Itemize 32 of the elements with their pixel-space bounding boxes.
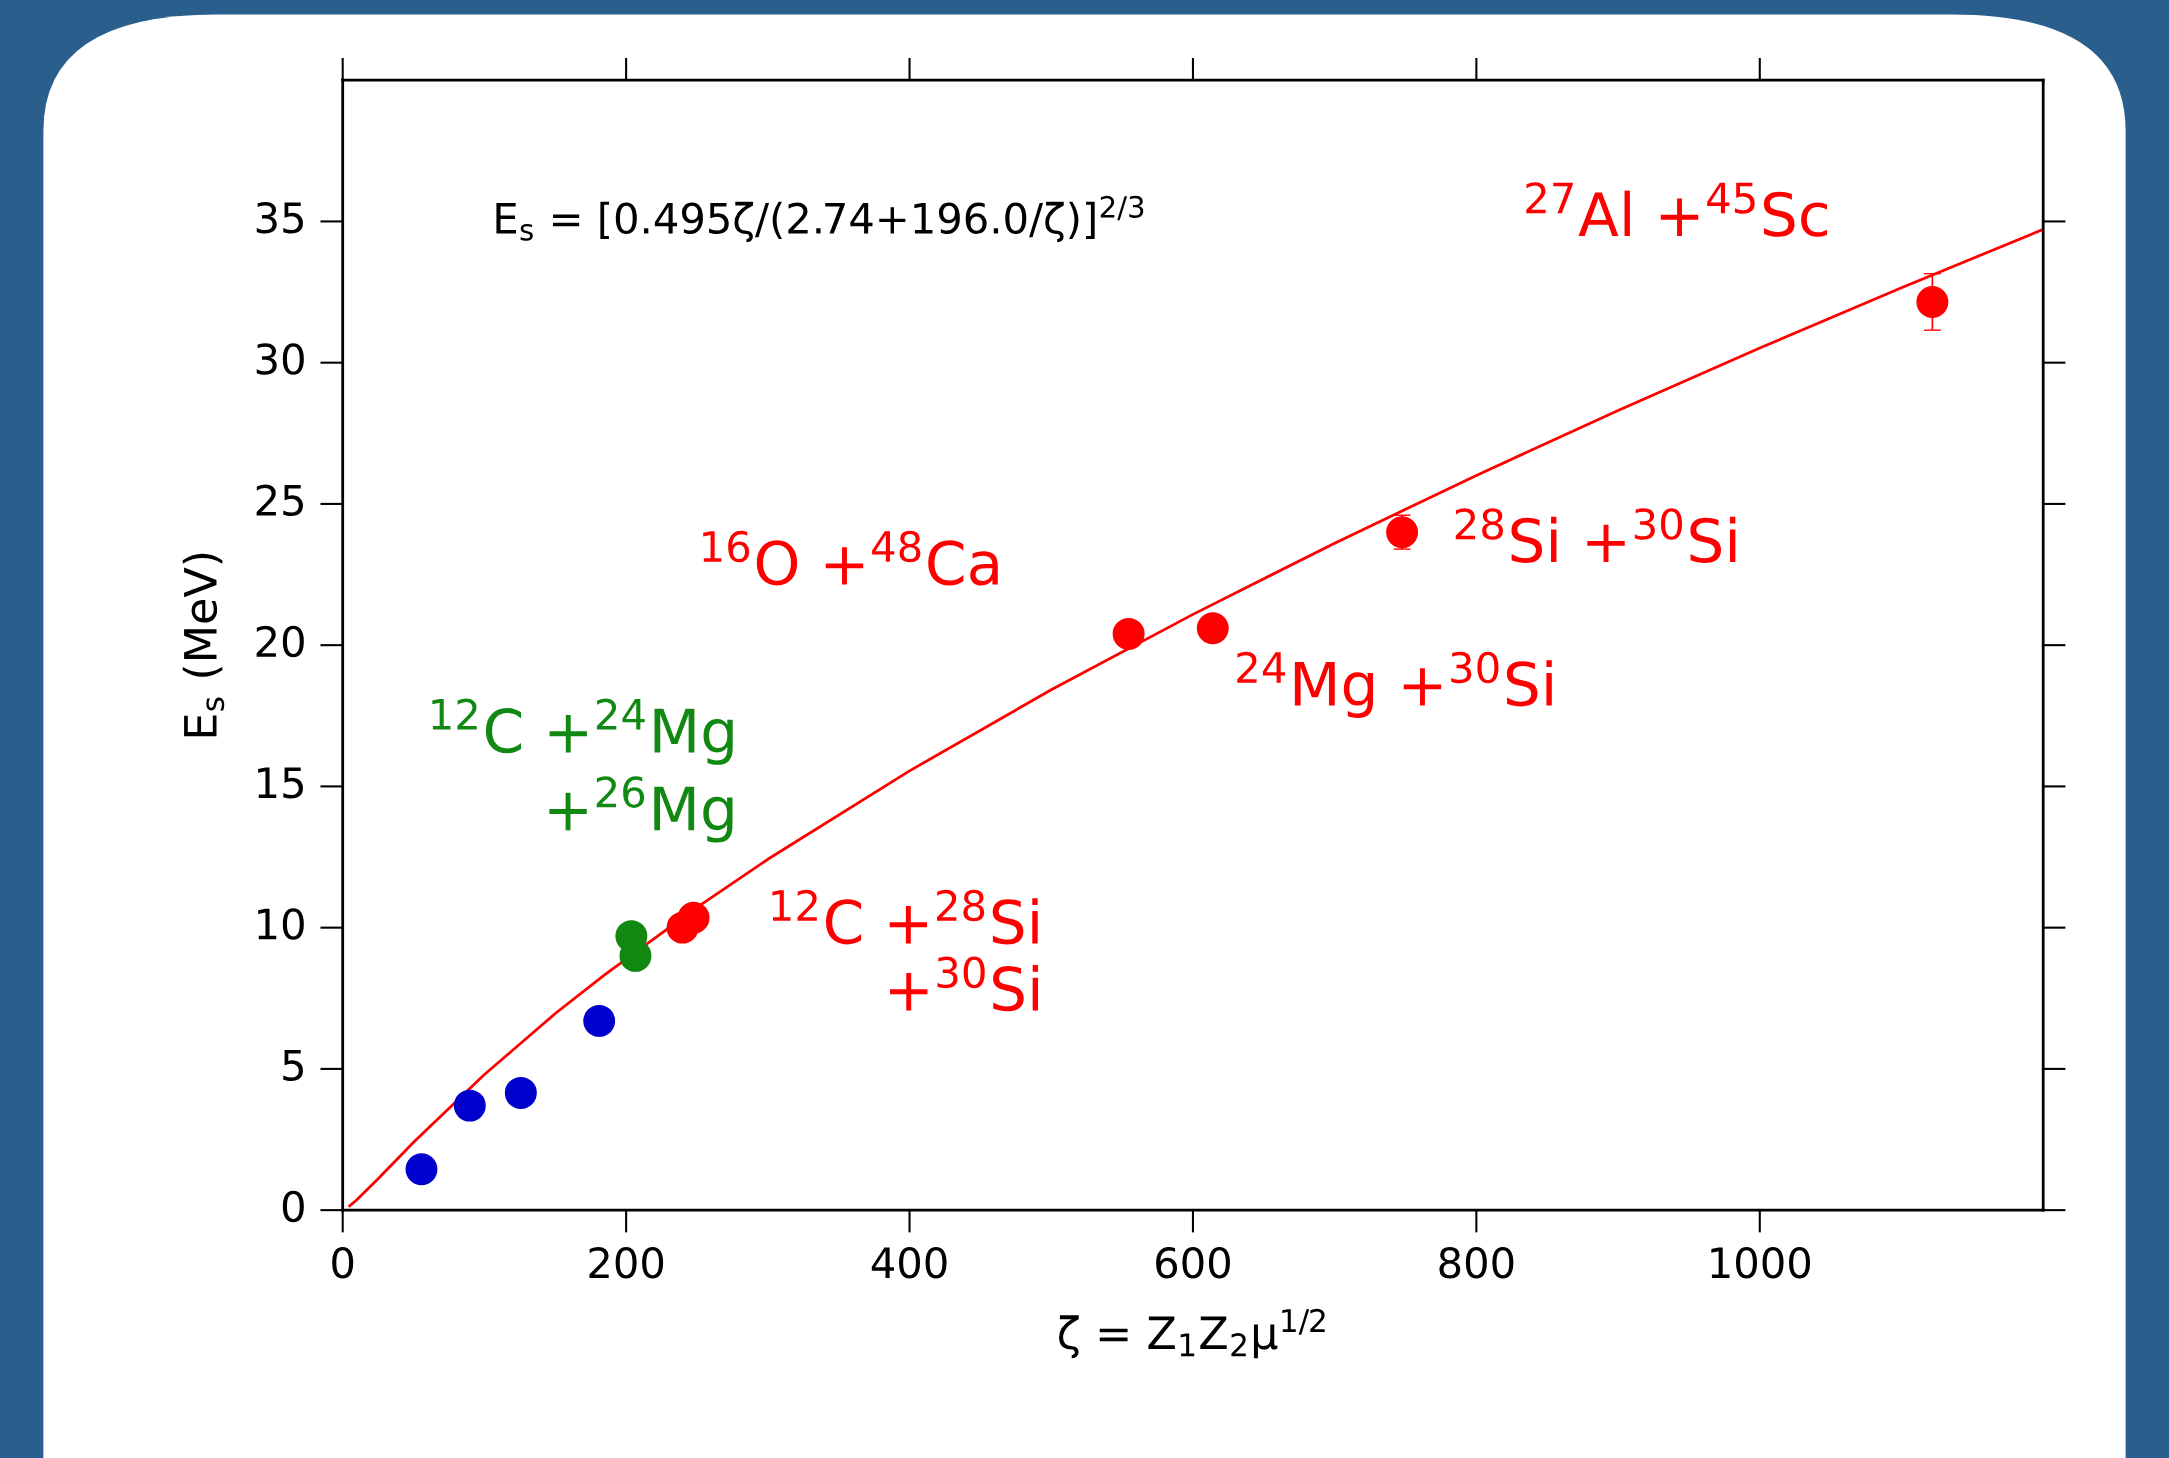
x-axis-title: ζ = Z$_{1}$Z$_{2}$μ$^{1/2}$ <box>1059 1308 1325 1359</box>
series-label: $^{28}$Si +$^{30}$Si <box>1455 508 1736 563</box>
annotation: E$_{s}$ = [0.495ζ/(2.74+196.0/ζ)]$^{2/3}$ <box>496 195 1144 243</box>
point <box>405 1153 438 1186</box>
x-tick-label: 600 <box>1156 1246 1230 1279</box>
point <box>1916 285 1949 318</box>
y-tick-label: 0 <box>282 1190 304 1223</box>
point <box>583 1004 616 1037</box>
text: $^{16}$O +$^{48}$Ca <box>703 530 998 586</box>
point <box>1112 617 1145 650</box>
text: $^{12}$C +$^{24}$Mg +$^{26}$Mg <box>432 698 733 843</box>
y-axis-title: E$_{s}$ (MeV) <box>182 553 225 737</box>
x-tick-label: 0 <box>332 1246 354 1279</box>
y-tick-label: 5 <box>283 1050 303 1081</box>
x-tick-label: 400 <box>871 1246 947 1279</box>
point <box>1386 516 1419 549</box>
y-tick-label: 35 <box>256 202 303 234</box>
series-label: $^{12}$C +$^{28}$Si +$^{30}$Si <box>772 889 1039 1012</box>
x-tick-label: 800 <box>1439 1246 1514 1279</box>
x-tick-label: 1000 <box>1711 1246 1811 1279</box>
y-tick-label: 20 <box>256 625 304 658</box>
series-label: $^{27}$Al +$^{45}$Sc <box>1526 182 1827 237</box>
point <box>677 901 710 934</box>
y-tick-label: 15 <box>258 767 303 799</box>
point <box>504 1076 537 1109</box>
y-tick-label: 10 <box>258 908 304 940</box>
series-label: $^{24}$Mg +$^{30}$Si <box>1237 651 1552 719</box>
y-tick-label: 30 <box>256 343 304 375</box>
point <box>453 1089 486 1122</box>
y-tick-label: 25 <box>256 484 303 517</box>
x-tick-label: 200 <box>589 1246 664 1279</box>
point <box>1196 612 1229 645</box>
